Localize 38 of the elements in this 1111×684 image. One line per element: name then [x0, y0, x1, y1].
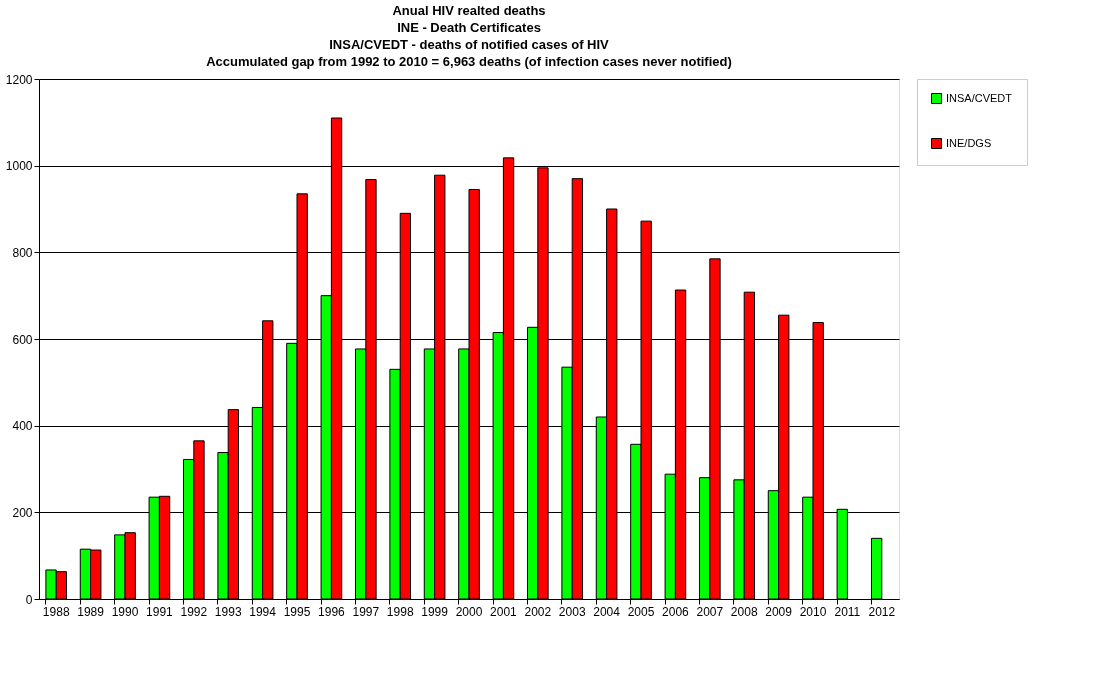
x-tick-label: 1999: [421, 604, 449, 619]
text: INSA/CVEDT - deaths of notified cases of HIV: [329, 37, 609, 52]
x-tick-label: 2003: [558, 604, 586, 619]
text: Accumulated gap from 1992 to 2010 = 6,963 deaths (of infection cases never notified): [206, 54, 732, 69]
x-tick-label: 2008: [730, 604, 758, 619]
y-tick-label: 200: [12, 505, 33, 520]
x-tick-label: 2000: [455, 604, 483, 619]
x-tick-label: 1996: [318, 604, 346, 619]
y-tick-label: 600: [12, 332, 33, 347]
x-tick-label: 1988: [42, 604, 70, 619]
x-tick-label: 2006: [662, 604, 690, 619]
y-tick-label: 1200: [5, 72, 33, 87]
x-tick-label: 2005: [627, 604, 655, 619]
y-tick-label: 0: [25, 592, 33, 607]
x-tick-label: 1992: [180, 604, 208, 619]
x-tick-label: 1991: [146, 604, 174, 619]
x-tick-label: 1989: [77, 604, 105, 619]
x-tick-label: 2001: [490, 604, 518, 619]
x-tick-label: 1994: [249, 604, 277, 619]
legend-label: INSA/CVEDT: [946, 91, 1013, 104]
text: INE - Death Certificates: [397, 20, 541, 35]
x-tick-label: 1990: [111, 604, 139, 619]
x-tick-label: 1995: [283, 604, 311, 619]
text: Anual HIV realted deaths: [392, 3, 546, 18]
y-tick-label: 800: [12, 245, 33, 260]
y-tick-label: 1000: [5, 159, 33, 174]
x-tick-label: 2011: [834, 604, 861, 619]
x-tick-label: 2009: [765, 604, 793, 619]
legend-label: INE/DGS: [946, 136, 992, 149]
y-tick-label: 400: [12, 419, 33, 434]
x-tick-label: 2010: [799, 604, 827, 619]
x-tick-label: 1997: [352, 604, 380, 619]
x-tick-label: 2002: [524, 604, 552, 619]
x-tick-label: 2004: [593, 604, 621, 619]
x-tick-label: 2007: [696, 604, 724, 619]
x-tick-label: 1993: [214, 604, 242, 619]
x-tick-label: 2012: [868, 604, 896, 619]
x-tick-label: 1998: [386, 604, 414, 619]
